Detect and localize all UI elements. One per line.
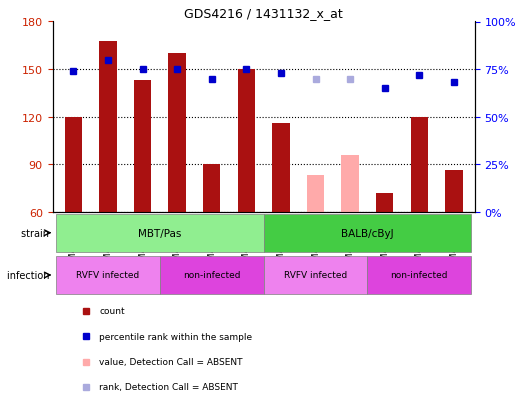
FancyBboxPatch shape — [56, 256, 160, 294]
Text: BALB/cByJ: BALB/cByJ — [341, 228, 394, 238]
FancyBboxPatch shape — [264, 214, 471, 252]
Bar — [445, 171, 463, 212]
Bar — [411, 117, 428, 212]
Bar — [99, 41, 117, 212]
Text: RVFV infected: RVFV infected — [76, 271, 140, 280]
FancyBboxPatch shape — [264, 256, 368, 294]
Text: strain: strain — [21, 228, 53, 238]
Text: percentile rank within the sample: percentile rank within the sample — [99, 332, 252, 341]
Bar — [134, 81, 151, 212]
Bar — [376, 193, 393, 212]
Text: MBT/Pas: MBT/Pas — [138, 228, 181, 238]
Text: count: count — [99, 307, 124, 316]
Text: non-infected: non-infected — [183, 271, 241, 280]
FancyBboxPatch shape — [368, 256, 471, 294]
Bar — [168, 54, 186, 212]
Text: rank, Detection Call = ABSENT: rank, Detection Call = ABSENT — [99, 382, 238, 392]
Text: RVFV infected: RVFV infected — [284, 271, 347, 280]
Bar — [342, 155, 359, 212]
Bar — [65, 117, 82, 212]
Title: GDS4216 / 1431132_x_at: GDS4216 / 1431132_x_at — [184, 7, 343, 20]
Text: non-infected: non-infected — [391, 271, 448, 280]
Bar — [272, 123, 290, 212]
Bar — [203, 165, 220, 212]
Text: infection: infection — [7, 271, 53, 280]
FancyBboxPatch shape — [56, 214, 264, 252]
Bar — [237, 70, 255, 212]
Text: value, Detection Call = ABSENT: value, Detection Call = ABSENT — [99, 357, 243, 366]
FancyBboxPatch shape — [160, 256, 264, 294]
Bar — [307, 176, 324, 212]
